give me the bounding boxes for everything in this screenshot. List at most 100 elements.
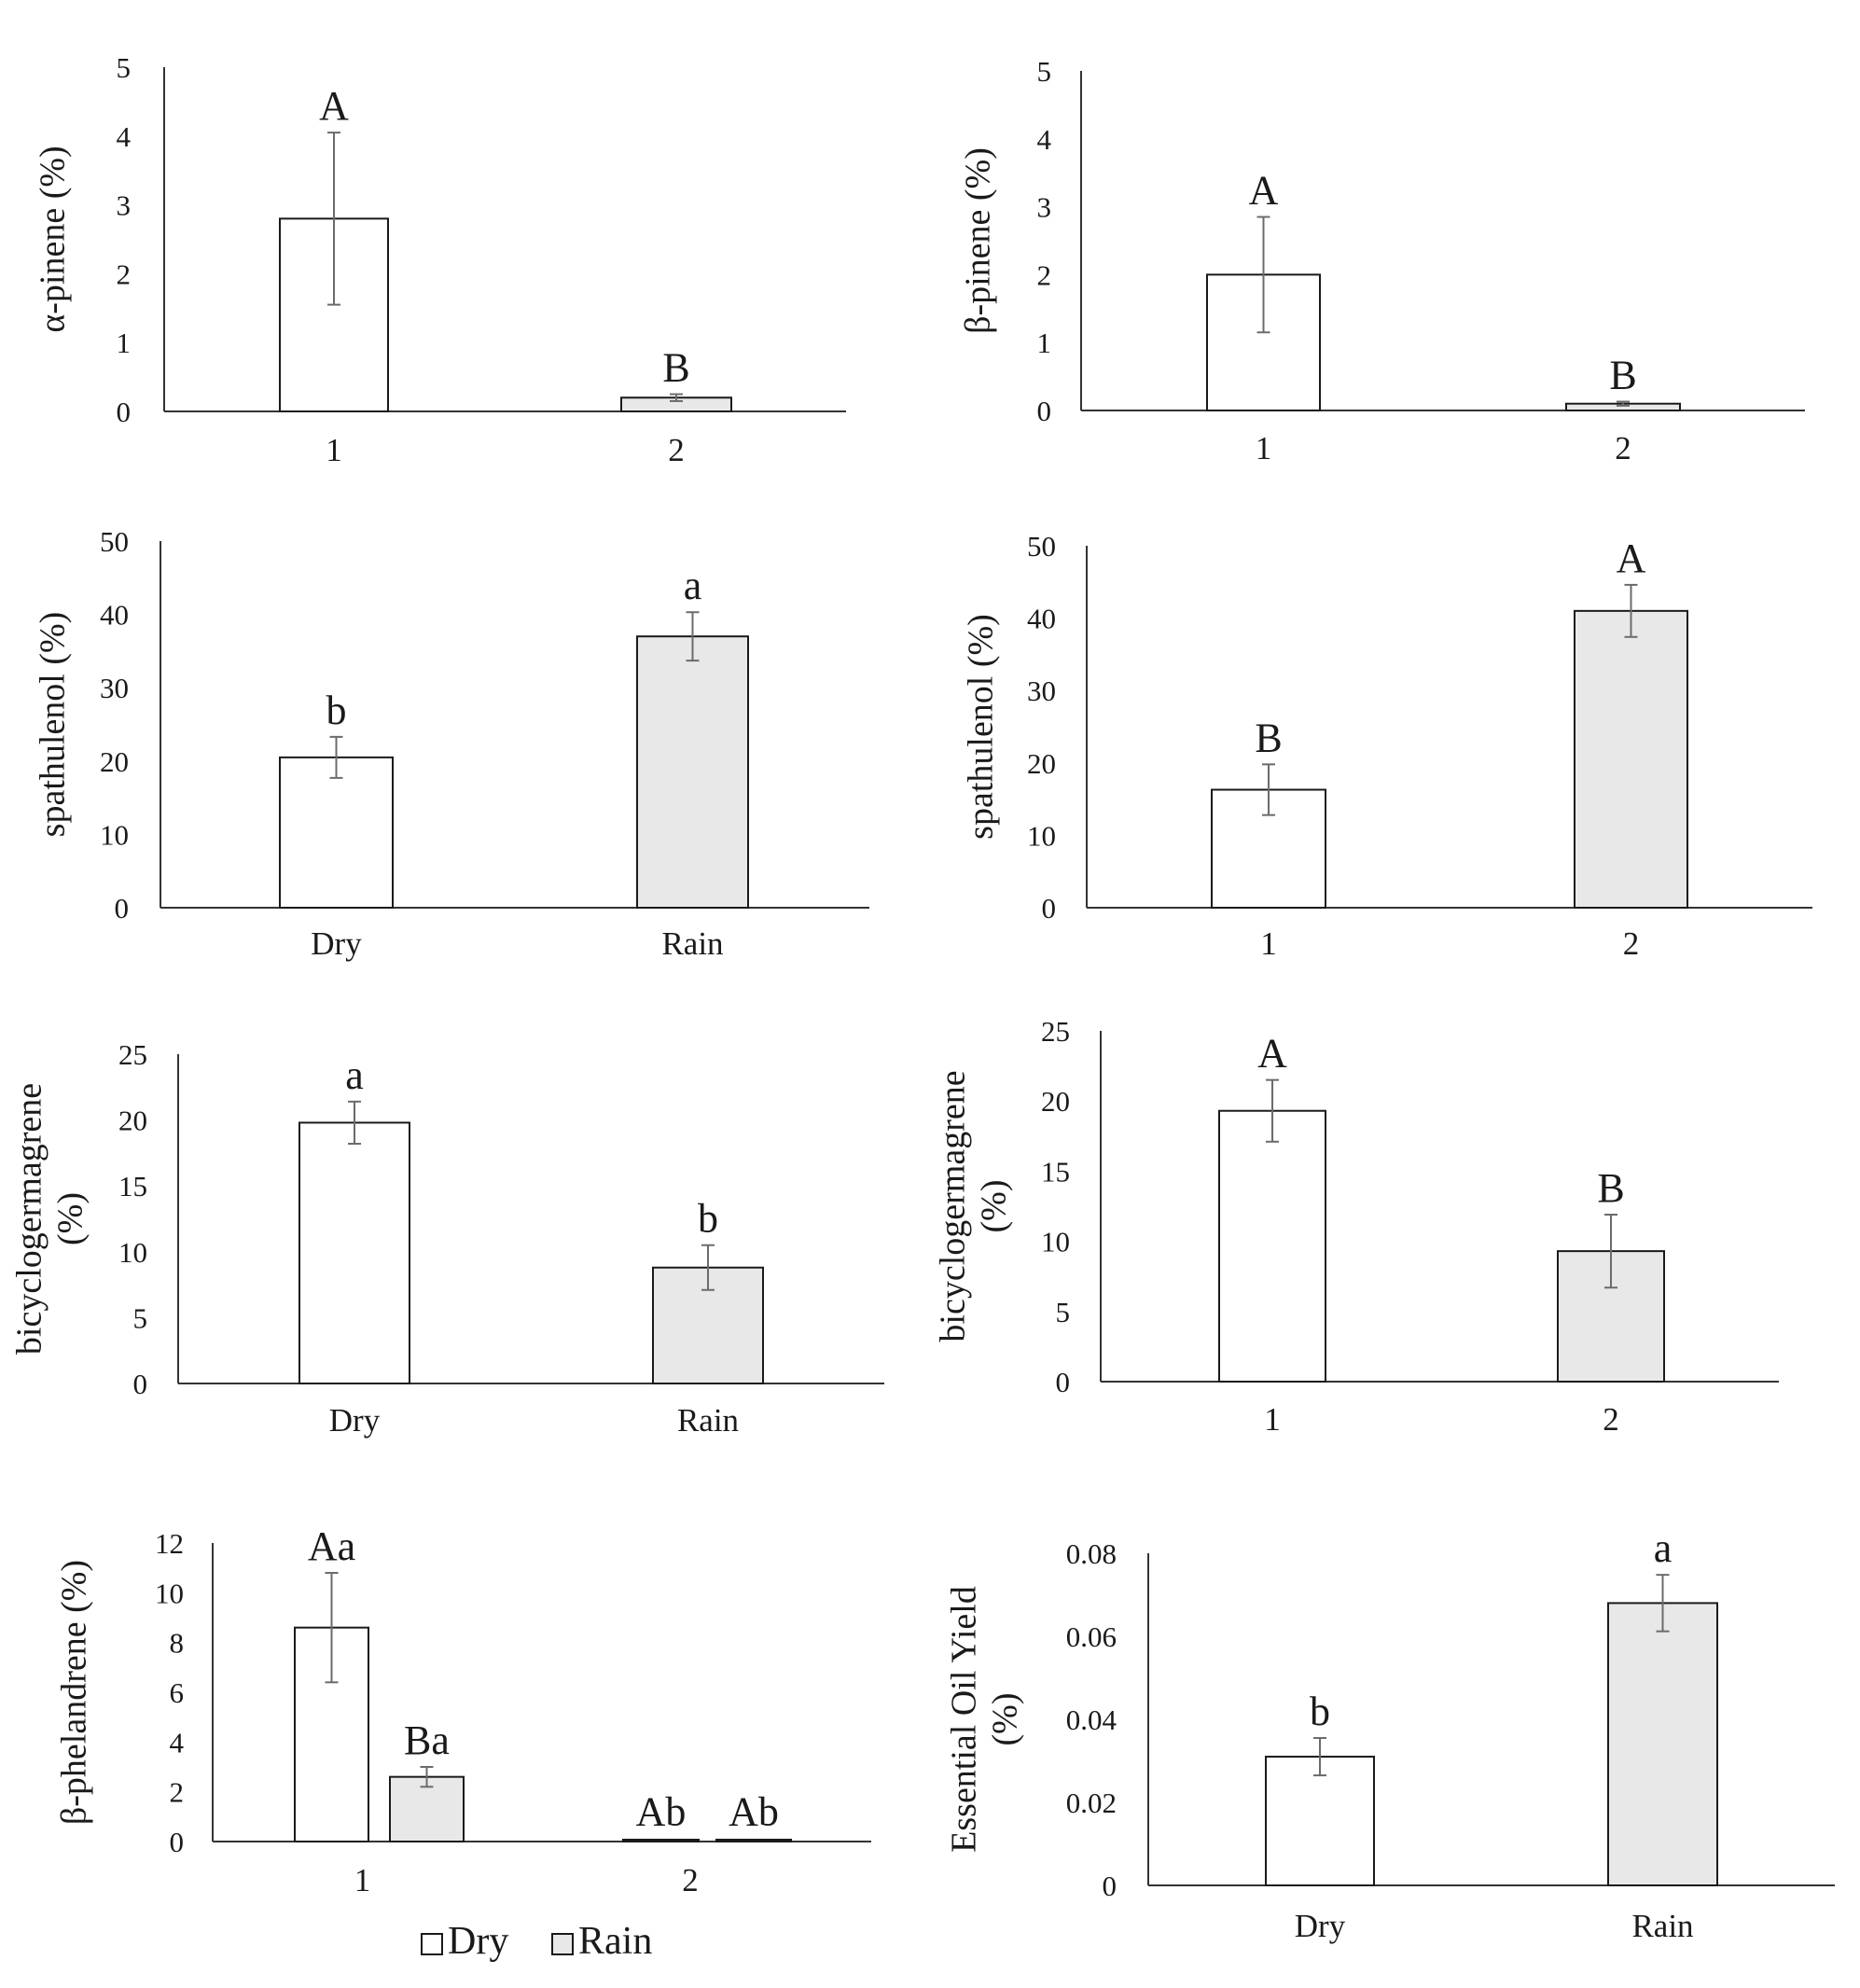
y-tick-label: 10 <box>100 818 129 851</box>
x-category-label: Dry <box>311 925 362 962</box>
x-category-label: 2 <box>682 1862 699 1898</box>
significance-label: A <box>1249 168 1279 214</box>
x-category-label: Dry <box>1295 1908 1346 1944</box>
y-tick-label: 20 <box>1041 1085 1070 1118</box>
y-tick-label: 40 <box>1027 603 1056 635</box>
legend-swatch-dry <box>421 1933 443 1955</box>
y-tick-label: 10 <box>1027 819 1056 852</box>
y-tick-label: 0.06 <box>1066 1620 1117 1653</box>
y-tick-label: 30 <box>100 672 129 704</box>
significance-label: B <box>1255 715 1282 760</box>
y-tick-label: 3 <box>1037 191 1052 224</box>
x-category-label: 2 <box>1603 1401 1619 1438</box>
y-axis-label: Essential Oil Yield(%) <box>945 1586 1025 1853</box>
x-category-label: Rain <box>677 1402 739 1439</box>
y-tick-label: 50 <box>1027 530 1056 563</box>
significance-label: b <box>698 1196 718 1242</box>
legend: Dry Rain <box>421 1920 652 1963</box>
y-tick-label: 10 <box>155 1577 184 1609</box>
y-axis-label-line: (%) <box>974 1180 1013 1233</box>
significance-label: B <box>1609 353 1636 398</box>
y-tick-label: 8 <box>170 1627 185 1660</box>
spathulenol-season-chart: 0 10 20 30 40 50 spathulenol (%) b a Dry Rain <box>33 525 869 962</box>
legend-swatch-rain <box>551 1933 574 1955</box>
spathulenol-group-chart: 0 10 20 30 40 50 spathulenol (%) B A 1 2 <box>961 530 1812 962</box>
bar-dry <box>622 1839 700 1842</box>
legend-label-rain: Rain <box>578 1920 652 1963</box>
y-axis-label-line: spathulenol (%) <box>33 612 72 838</box>
y-tick-label: 0 <box>117 396 132 428</box>
x-category-label: 1 <box>1256 430 1272 466</box>
y-tick-label: 20 <box>118 1105 147 1137</box>
significance-label: a <box>1654 1525 1673 1571</box>
y-tick-label: 2 <box>1037 258 1052 291</box>
bicyclogermagrene-group-chart: 0 5 10 15 20 25 bicyclogermagrene(%) A B 1 2 <box>934 1015 1779 1438</box>
y-tick-label: 12 <box>155 1527 184 1560</box>
significance-label: B <box>1597 1165 1624 1211</box>
significance-label: Ab <box>636 1789 687 1835</box>
y-axis-label-line: Essential Oil Yield <box>945 1586 984 1853</box>
y-axis-label-line: spathulenol (%) <box>961 614 1000 840</box>
y-tick-label: 30 <box>1027 674 1056 707</box>
significance-label: B <box>662 345 689 391</box>
significance-label: Ab <box>729 1789 779 1835</box>
y-tick-label: 4 <box>170 1726 185 1759</box>
bar-rain <box>1607 1602 1718 1887</box>
beta-pinene-chart: 0 1 2 3 4 5 β-pinene (%) A B 1 2 <box>958 55 1805 466</box>
bar-dry <box>1206 273 1321 411</box>
y-tick-label: 0 <box>1056 1366 1071 1398</box>
x-category-label: 2 <box>1615 430 1631 466</box>
y-tick-label: 0 <box>1042 892 1057 924</box>
y-axis-label: α-pinene (%) <box>33 146 72 332</box>
y-tick-label: 3 <box>117 189 132 222</box>
y-tick-label: 1 <box>1037 327 1052 359</box>
x-category-label: 2 <box>668 432 685 468</box>
y-tick-label: 6 <box>170 1676 185 1709</box>
x-category-label: Dry <box>329 1402 381 1439</box>
significance-label: b <box>1310 1689 1330 1734</box>
x-category-label: 1 <box>1264 1401 1281 1438</box>
y-tick-label: 0 <box>1103 1870 1117 1902</box>
y-axis-label-line: bicyclogermagrene <box>10 1083 49 1355</box>
y-tick-label: 0 <box>115 892 130 924</box>
y-tick-label: 5 <box>1037 55 1052 88</box>
y-axis-label-line: β-phelandrene (%) <box>54 1560 93 1825</box>
y-axis-label-line: bicyclogermagrene <box>934 1070 973 1342</box>
y-tick-label: 5 <box>1056 1296 1071 1328</box>
y-tick-label: 0 <box>170 1826 185 1858</box>
bar-dry <box>1218 1109 1326 1383</box>
bar-dry <box>279 756 394 909</box>
x-category-label: 2 <box>1623 925 1640 962</box>
y-axis-label: β-phelandrene (%) <box>54 1560 93 1825</box>
y-axis-label: β-pinene (%) <box>958 147 997 334</box>
x-category-label: Rain <box>1631 1908 1693 1944</box>
y-tick-label: 25 <box>1041 1015 1070 1048</box>
y-tick-label: 40 <box>100 599 129 632</box>
significance-label: a <box>345 1052 364 1098</box>
y-tick-label: 20 <box>1027 747 1056 780</box>
x-category-label: Rain <box>661 925 723 962</box>
significance-label: Aa <box>308 1523 355 1569</box>
y-tick-label: 10 <box>118 1236 147 1269</box>
y-tick-label: 5 <box>133 1301 148 1334</box>
bar-rain <box>636 635 749 909</box>
significance-label: b <box>326 688 347 733</box>
y-tick-label: 20 <box>100 745 129 778</box>
y-tick-label: 4 <box>1037 123 1052 156</box>
x-category-label: 1 <box>354 1862 371 1898</box>
y-axis-label-line: β-pinene (%) <box>958 147 997 334</box>
y-axis-label: spathulenol (%) <box>33 612 72 838</box>
y-tick-label: 2 <box>170 1776 185 1809</box>
y-tick-label: 1 <box>117 327 132 359</box>
significance-label: A <box>319 83 349 129</box>
y-tick-label: 5 <box>117 51 132 84</box>
y-tick-label: 0.02 <box>1066 1786 1117 1819</box>
y-axis-label: bicyclogermagrene(%) <box>10 1083 90 1355</box>
essential-oil-yield-chart: 0 0.02 0.04 0.06 0.08 Essential Oil Yield(%) b… <box>945 1525 1835 1944</box>
bicyclogermagrene-season-chart: 0 5 10 15 20 25 bicyclogermagrene(%) a b Dry Rain <box>10 1038 884 1439</box>
y-tick-label: 0.04 <box>1066 1703 1117 1736</box>
y-tick-label: 10 <box>1041 1226 1070 1258</box>
y-tick-label: 0 <box>133 1368 148 1400</box>
